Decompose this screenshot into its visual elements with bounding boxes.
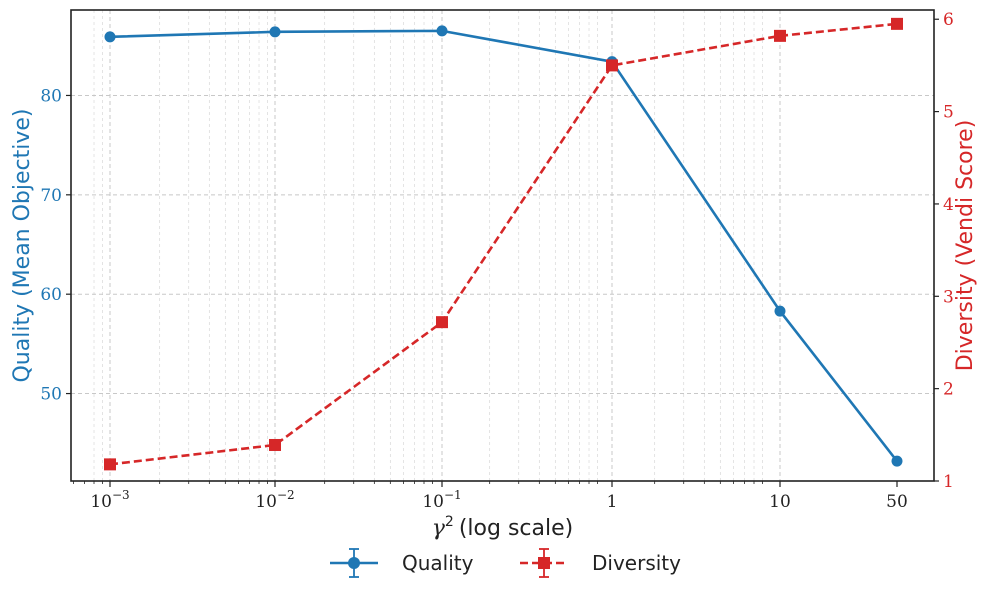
y-left-tick-label: 50 bbox=[40, 385, 62, 405]
x-tick-label: 50 bbox=[886, 492, 908, 512]
x-axis-symbol: γ bbox=[432, 516, 446, 541]
diversity-point bbox=[436, 316, 448, 329]
x-axis-symbol-exponent: 2 bbox=[445, 514, 454, 530]
diversity-point bbox=[606, 59, 618, 72]
x-tick-label: 10 bbox=[769, 492, 791, 512]
y-right-tick-label: 2 bbox=[943, 380, 954, 400]
x-tick-label: 10−3 bbox=[90, 488, 129, 512]
diversity-point bbox=[104, 458, 116, 471]
y-axis-left-label: Quality (Mean Objective) bbox=[10, 108, 35, 382]
quality-point bbox=[269, 26, 281, 38]
y-right-tick-label: 5 bbox=[943, 103, 954, 123]
y-left-tick-label: 70 bbox=[40, 186, 62, 206]
y-axis-right-label: Diversity (Vendi Score) bbox=[953, 120, 978, 372]
x-tick-label: 10−2 bbox=[255, 488, 294, 512]
x-axis-label-text: (log scale) bbox=[459, 516, 573, 541]
x-tick-label: 10−1 bbox=[422, 488, 461, 512]
plot-frame bbox=[70, 9, 935, 482]
legend-marker-quality bbox=[348, 557, 360, 569]
legend: Quality Diversity bbox=[330, 548, 681, 578]
series-layer bbox=[104, 17, 903, 471]
x-axis-label: γ2 (log scale) bbox=[432, 514, 573, 541]
diversity-point bbox=[774, 29, 786, 42]
legend-label-diversity: Diversity bbox=[592, 551, 681, 575]
quality-point bbox=[436, 25, 448, 37]
y-right-tick-label: 1 bbox=[943, 472, 954, 492]
y-left-tick-label: 80 bbox=[40, 86, 62, 106]
quality-point bbox=[774, 305, 786, 317]
y-right-tick-label: 4 bbox=[943, 195, 954, 215]
quality-point bbox=[104, 31, 116, 43]
x-tick-label: 1 bbox=[607, 492, 618, 512]
ticks-layer: 10−3 10−2 10−1 1 10 50 50 60 70 80 1 2 3 4 5 6 bbox=[40, 10, 953, 512]
legend-marker-diversity bbox=[538, 557, 550, 569]
quality-line bbox=[109, 29, 899, 462]
quality-point bbox=[891, 455, 903, 467]
diversity-point bbox=[269, 438, 281, 451]
diversity-line bbox=[109, 22, 898, 466]
y-left-tick-label: 60 bbox=[40, 285, 62, 305]
diversity-point bbox=[891, 17, 903, 30]
y-right-tick-label: 3 bbox=[943, 287, 954, 307]
grid bbox=[71, 10, 934, 481]
y-right-tick-label: 6 bbox=[943, 10, 954, 30]
legend-label-quality: Quality bbox=[402, 551, 474, 575]
